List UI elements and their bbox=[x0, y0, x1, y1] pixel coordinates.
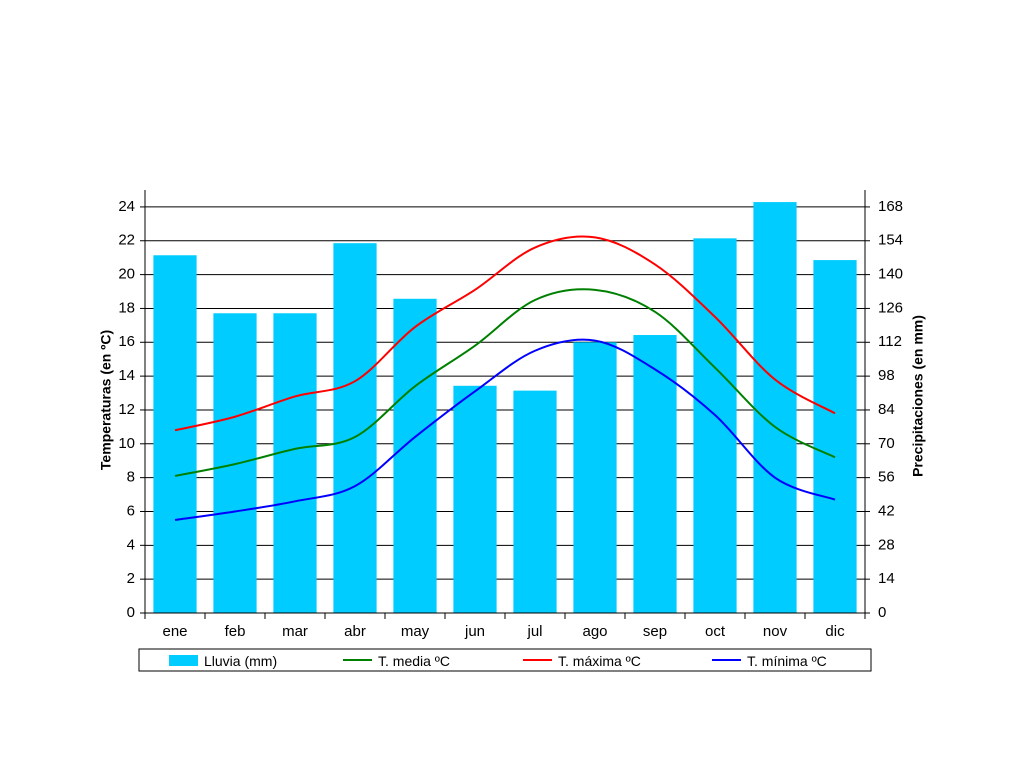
left-tick-label: 16 bbox=[118, 333, 135, 350]
month-label-abr: abr bbox=[344, 623, 366, 640]
right-tick-label: 126 bbox=[878, 299, 903, 316]
legend-min-label: T. mínima ºC bbox=[747, 653, 827, 669]
left-tick-label: 14 bbox=[118, 367, 135, 384]
t-maxima-line bbox=[174, 235, 836, 432]
month-label-mar: mar bbox=[282, 623, 308, 640]
right-tick-label: 0 bbox=[878, 604, 886, 621]
month-label-feb: feb bbox=[225, 623, 246, 640]
rain-bar-ene bbox=[153, 255, 197, 613]
rain-bar-abr bbox=[333, 243, 377, 614]
legend-max-label: T. máxima ºC bbox=[558, 653, 641, 669]
month-label-may: may bbox=[401, 623, 430, 640]
right-tick-label: 154 bbox=[878, 232, 903, 249]
rain-bar-ago bbox=[573, 342, 617, 613]
month-label-oct: oct bbox=[705, 623, 726, 640]
month-label-ago: ago bbox=[582, 623, 607, 640]
rain-bar-dic bbox=[813, 260, 857, 613]
left-tick-label: 6 bbox=[127, 502, 135, 519]
t-minima-line bbox=[174, 338, 836, 521]
rain-bars bbox=[153, 202, 857, 614]
gridlines bbox=[145, 206, 865, 580]
legend: Lluvia (mm) T. media ºC T. máxima ºC T. … bbox=[138, 648, 872, 672]
month-label-ene: ene bbox=[162, 623, 187, 640]
right-tick-label: 70 bbox=[878, 435, 895, 452]
right-tick-label: 42 bbox=[878, 502, 895, 519]
legend-rain-label: Lluvia (mm) bbox=[204, 653, 277, 669]
month-label-jun: jun bbox=[464, 623, 485, 640]
rain-bar-may bbox=[393, 298, 437, 613]
rain-bar-jun bbox=[453, 385, 497, 613]
tick-labels: 0246810121416182022240142842567084981121… bbox=[118, 198, 903, 640]
left-tick-label: 0 bbox=[127, 604, 135, 621]
left-tick-label: 20 bbox=[118, 266, 135, 283]
left-tick-label: 2 bbox=[127, 570, 135, 587]
month-label-sep: sep bbox=[643, 623, 667, 640]
temperature-lines bbox=[174, 235, 836, 521]
left-axis-title: Temperaturas (en ºC) bbox=[98, 330, 114, 470]
axes bbox=[140, 190, 870, 619]
right-tick-label: 98 bbox=[878, 367, 895, 384]
month-label-jul: jul bbox=[526, 623, 542, 640]
right-tick-label: 140 bbox=[878, 266, 903, 283]
right-tick-label: 168 bbox=[878, 198, 903, 215]
right-tick-label: 112 bbox=[878, 333, 902, 350]
t-media-line bbox=[174, 288, 836, 477]
right-tick-label: 84 bbox=[878, 401, 895, 418]
left-tick-label: 22 bbox=[118, 232, 135, 249]
right-tick-label: 14 bbox=[878, 570, 895, 587]
rain-bar-oct bbox=[693, 238, 737, 614]
right-tick-label: 28 bbox=[878, 536, 895, 553]
left-tick-label: 18 bbox=[118, 299, 135, 316]
rain-bar-sep bbox=[633, 335, 677, 613]
left-tick-label: 4 bbox=[127, 536, 135, 553]
left-tick-label: 8 bbox=[127, 469, 135, 486]
rain-bar-nov bbox=[753, 202, 797, 614]
right-axis-title: Precipitaciones (en mm) bbox=[910, 315, 926, 477]
right-tick-label: 56 bbox=[878, 469, 895, 486]
left-tick-label: 10 bbox=[118, 435, 135, 452]
month-label-nov: nov bbox=[763, 623, 788, 640]
rain-bar-mar bbox=[273, 313, 317, 613]
month-label-dic: dic bbox=[825, 623, 845, 640]
left-tick-label: 24 bbox=[118, 198, 135, 215]
left-tick-label: 12 bbox=[118, 401, 135, 418]
legend-rain-swatch bbox=[169, 655, 198, 666]
rain-bar-jul bbox=[513, 390, 557, 613]
legend-box bbox=[138, 648, 872, 672]
legend-media-label: T. media ºC bbox=[378, 653, 450, 669]
